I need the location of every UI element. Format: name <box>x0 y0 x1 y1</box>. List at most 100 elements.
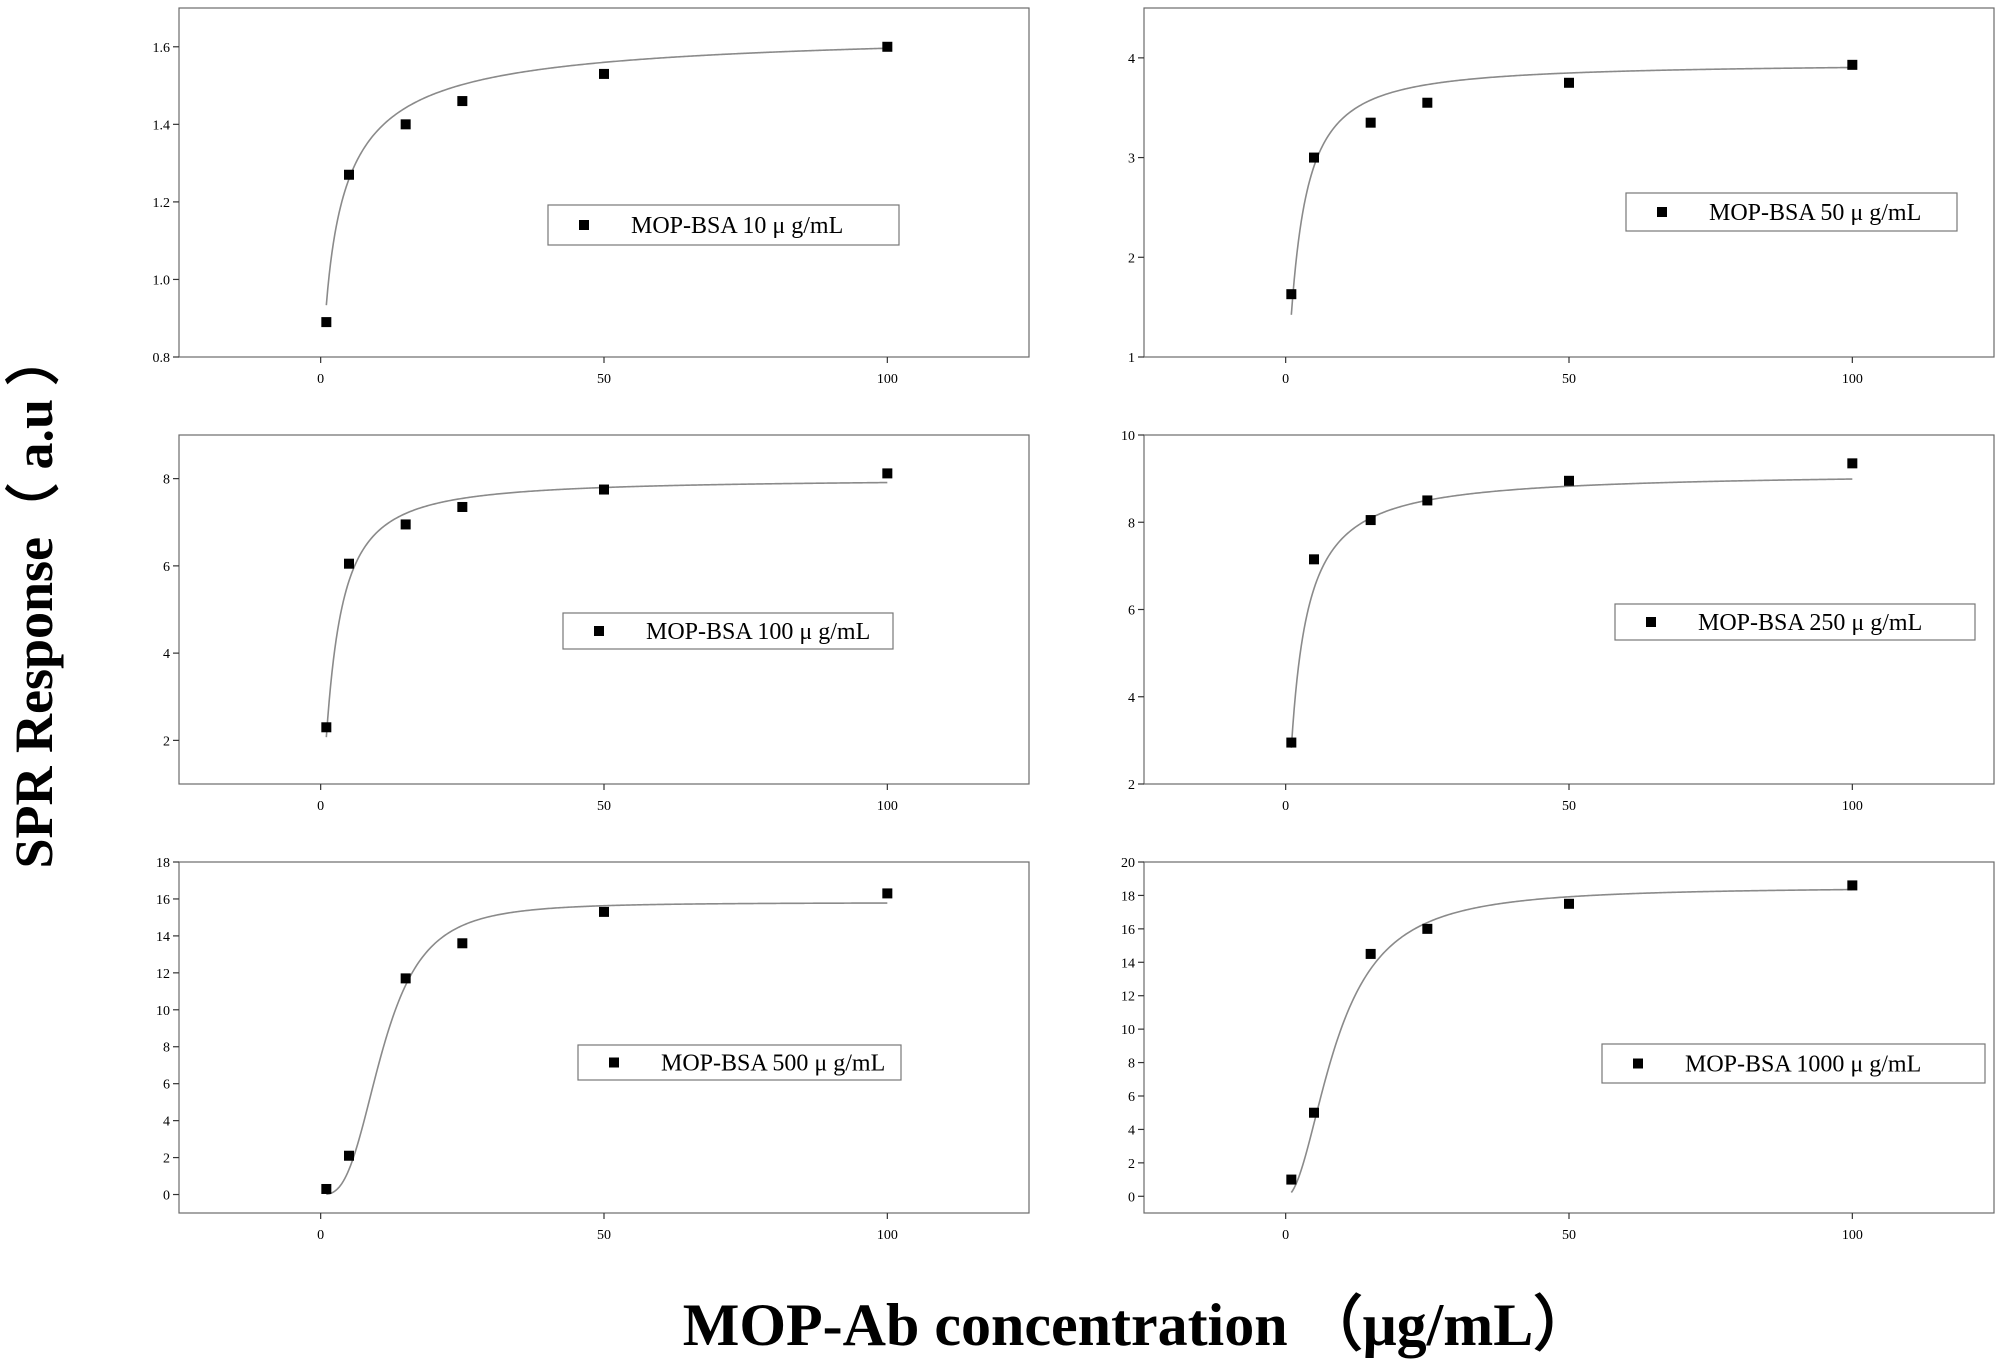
y-tick-label: 18 <box>1121 889 1135 904</box>
x-tick-label: 0 <box>317 1228 324 1243</box>
legend-box <box>562 612 894 650</box>
y-tick-label: 0.8 <box>153 351 171 366</box>
chart-panel-5: 0 2 4 6 8 10 12 14 16 18 0 50 100 MOP-BSA 500 μ g/mL <box>156 856 1030 1243</box>
y-tick-label: 2 <box>1128 1157 1135 1172</box>
y-tick-label: 12 <box>1121 990 1135 1005</box>
x-tick-label: 100 <box>877 799 898 814</box>
data-point <box>599 906 609 917</box>
x-tick-label: 100 <box>1842 1228 1863 1243</box>
y-axis-title: SPR Response（ a.u ） <box>4 331 64 868</box>
y-tick-label: 10 <box>1121 1023 1135 1038</box>
data-point <box>1309 554 1319 565</box>
legend-label: MOP-BSA 1000 μ g/mL <box>1685 1052 1921 1078</box>
x-tick-label: 50 <box>597 799 611 814</box>
y-tick-label: 2 <box>163 1152 170 1167</box>
legend-marker <box>609 1057 619 1068</box>
y-tick-label: 3 <box>1128 152 1135 167</box>
x-tick-label: 50 <box>597 372 611 387</box>
y-tick-label: 4 <box>163 647 170 662</box>
legend-label: MOP-BSA 50 μ g/mL <box>1709 200 1921 226</box>
x-tick-label: 0 <box>1282 372 1289 387</box>
x-tick-label: 0 <box>317 372 324 387</box>
x-axis-title: MOP-Ab concentration （μg/mL） <box>683 1291 1594 1358</box>
data-point <box>1286 289 1297 300</box>
data-point <box>400 119 411 130</box>
y-tick-label: 10 <box>156 1004 170 1019</box>
legend-label: MOP-BSA 500 μ g/mL <box>661 1051 885 1077</box>
data-point <box>882 888 893 899</box>
y-tick-label: 1 <box>1128 351 1135 366</box>
y-tick-label: 20 <box>1121 856 1135 871</box>
data-point <box>1847 458 1858 469</box>
plot-frame <box>178 7 1030 358</box>
data-point <box>321 1183 332 1194</box>
y-tick-label: 1.4 <box>153 118 171 133</box>
data-point <box>344 558 354 569</box>
data-point <box>457 96 468 107</box>
y-tick-label: 6 <box>1128 604 1135 619</box>
data-point <box>882 41 893 52</box>
y-tick-label: 10 <box>1121 429 1135 444</box>
data-point <box>1847 59 1858 70</box>
y-tick-label: 14 <box>156 930 170 945</box>
fit-curve <box>1290 66 1853 315</box>
data-point <box>1422 923 1433 934</box>
x-tick-label: 100 <box>877 1228 898 1243</box>
fit-curve <box>1290 888 1853 1193</box>
y-tick-label: 14 <box>1121 956 1135 971</box>
data-point <box>1365 948 1376 959</box>
y-tick-label: 18 <box>156 856 170 871</box>
data-point <box>882 468 893 479</box>
legend: MOP-BSA 250 μ g/mL <box>1614 603 1976 641</box>
fit-curve <box>325 47 888 306</box>
x-tick-label: 0 <box>1282 1228 1289 1243</box>
y-tick-label: 2 <box>1128 251 1135 266</box>
y-tick-label: 4 <box>1128 691 1135 706</box>
data-point <box>1564 898 1574 909</box>
y-tick-label: 8 <box>1128 516 1135 531</box>
legend-marker <box>1646 617 1656 627</box>
data-point <box>599 68 609 79</box>
data-point <box>457 938 468 949</box>
legend: MOP-BSA 500 μ g/mL <box>577 1044 902 1081</box>
legend-box <box>1614 603 1976 641</box>
data-point <box>1365 515 1376 526</box>
y-tick-label: 2 <box>163 734 170 749</box>
y-tick-label: 4 <box>163 1115 170 1130</box>
legend-label: MOP-BSA 100 μ g/mL <box>646 619 870 645</box>
legend-marker <box>1633 1058 1643 1069</box>
x-tick-label: 50 <box>1562 372 1576 387</box>
y-tick-label: 12 <box>156 967 170 982</box>
legend-label: MOP-BSA 10 μ g/mL <box>631 213 843 239</box>
y-tick-label: 8 <box>1128 1057 1135 1072</box>
x-tick-label: 100 <box>877 372 898 387</box>
data-point <box>1365 117 1376 128</box>
data-point <box>1422 495 1433 506</box>
chart-panel-6: 0 2 4 6 8 10 12 14 16 18 20 0 50 100 MOP-BSA 1000 μ g/… <box>1121 856 1995 1243</box>
y-tick-label: 16 <box>1121 923 1135 938</box>
x-tick-label: 0 <box>317 799 324 814</box>
legend: MOP-BSA 50 μ g/mL <box>1625 192 1958 232</box>
data-point <box>400 973 411 984</box>
data-point <box>400 519 411 530</box>
fit-curve <box>326 902 888 1196</box>
y-tick-label: 2 <box>1128 778 1135 793</box>
legend-marker <box>1657 207 1667 217</box>
y-tick-label: 6 <box>163 560 170 575</box>
y-tick-label: 6 <box>1128 1090 1135 1105</box>
y-tick-label: 16 <box>156 893 170 908</box>
x-tick-label: 50 <box>1562 1228 1576 1243</box>
data-point <box>321 317 332 328</box>
legend: MOP-BSA 1000 μ g/mL <box>1601 1043 1986 1084</box>
data-point <box>1847 880 1858 891</box>
legend-label: MOP-BSA 250 μ g/mL <box>1698 610 1922 636</box>
data-point <box>599 484 609 495</box>
data-point <box>1422 97 1433 108</box>
y-tick-label: 4 <box>1128 1123 1135 1138</box>
data-point <box>1286 1174 1297 1185</box>
y-tick-label: 0 <box>163 1189 170 1204</box>
legend-box <box>1601 1043 1986 1084</box>
chart-panel-3: 2 4 6 8 0 50 100 MOP-BSA 100 μ g/mL <box>163 434 1030 814</box>
